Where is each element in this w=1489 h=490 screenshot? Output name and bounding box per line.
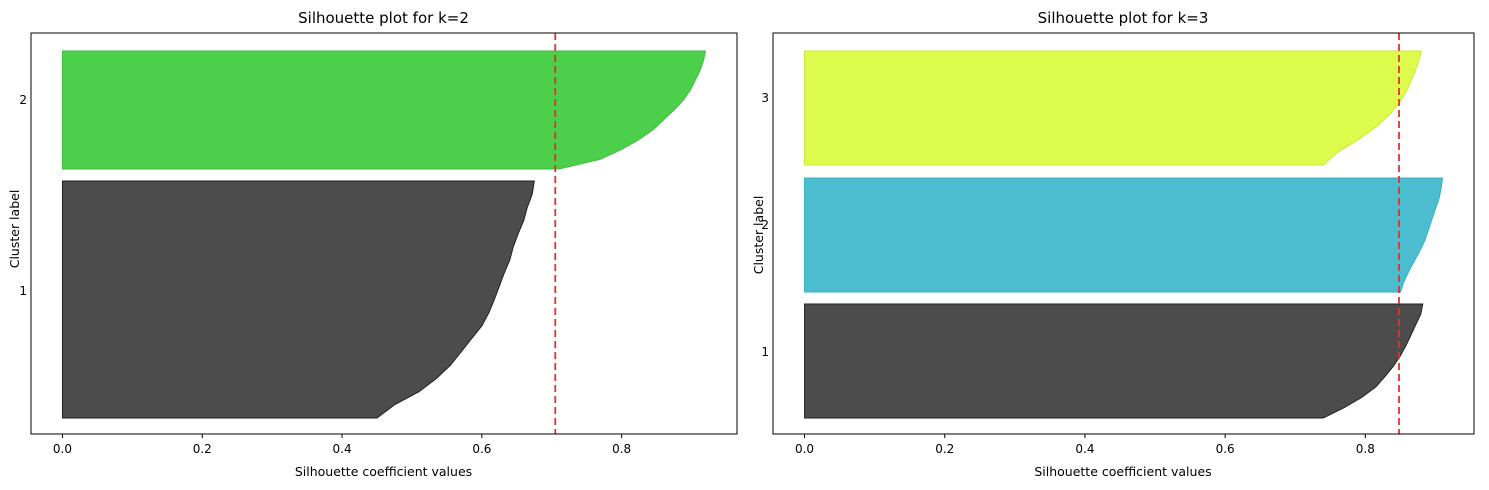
plot-area — [61, 33, 707, 434]
x-tick-label: 0.2 — [193, 442, 212, 456]
silhouette-band-cluster-3 — [804, 50, 1423, 166]
x-tick-label: 0.0 — [53, 442, 72, 456]
cluster-label-3: 3 — [761, 91, 769, 105]
x-axis-label: Silhouette coefficient values — [295, 464, 472, 479]
silhouette-plot-k2: Silhouette plot for k=2 0.0 0.2 0.4 0.6 0.8 … — [7, 9, 738, 479]
plot-area — [804, 33, 1444, 434]
x-tick-label: 0.2 — [935, 442, 954, 456]
silhouette-band-cluster-2 — [804, 177, 1444, 293]
cluster-label-2: 2 — [761, 218, 769, 232]
y-axis-label: Cluster label — [7, 190, 22, 269]
cluster-label-1: 1 — [19, 284, 27, 298]
silhouette-band-cluster-1 — [61, 180, 535, 419]
axes-frame — [30, 32, 738, 435]
x-tick-label: 0.6 — [1216, 442, 1235, 456]
y-axis-ticks: 12 — [19, 93, 27, 298]
y-axis-ticks: 1 2 3 — [761, 91, 769, 359]
silhouette-band-cluster-1 — [804, 303, 1424, 419]
cluster-label-1: 1 — [761, 345, 769, 359]
x-tick-label: 0.4 — [1075, 442, 1094, 456]
x-tick-label: 0.0 — [795, 442, 814, 456]
chart-title: Silhouette plot for k=2 — [298, 9, 469, 27]
silhouette-plot-k3: Silhouette plot for k=3 0.0 0.2 0.4 0.6 0.8 … — [751, 9, 1475, 479]
axes-frame — [772, 32, 1475, 435]
silhouette-band-cluster-2 — [61, 50, 707, 170]
x-axis-ticks: 0.0 0.2 0.4 0.6 0.8 — [795, 434, 1375, 456]
x-tick-label: 0.8 — [612, 442, 631, 456]
x-tick-label: 0.8 — [1356, 442, 1375, 456]
x-tick-label: 0.6 — [472, 442, 491, 456]
x-tick-label: 0.4 — [333, 442, 352, 456]
cluster-label-2: 2 — [19, 93, 27, 107]
chart-title: Silhouette plot for k=3 — [1038, 9, 1209, 27]
y-axis-label: Cluster label — [751, 196, 766, 275]
x-axis-ticks: 0.0 0.2 0.4 0.6 0.8 — [53, 434, 631, 456]
x-axis-label: Silhouette coefficient values — [1034, 464, 1211, 479]
